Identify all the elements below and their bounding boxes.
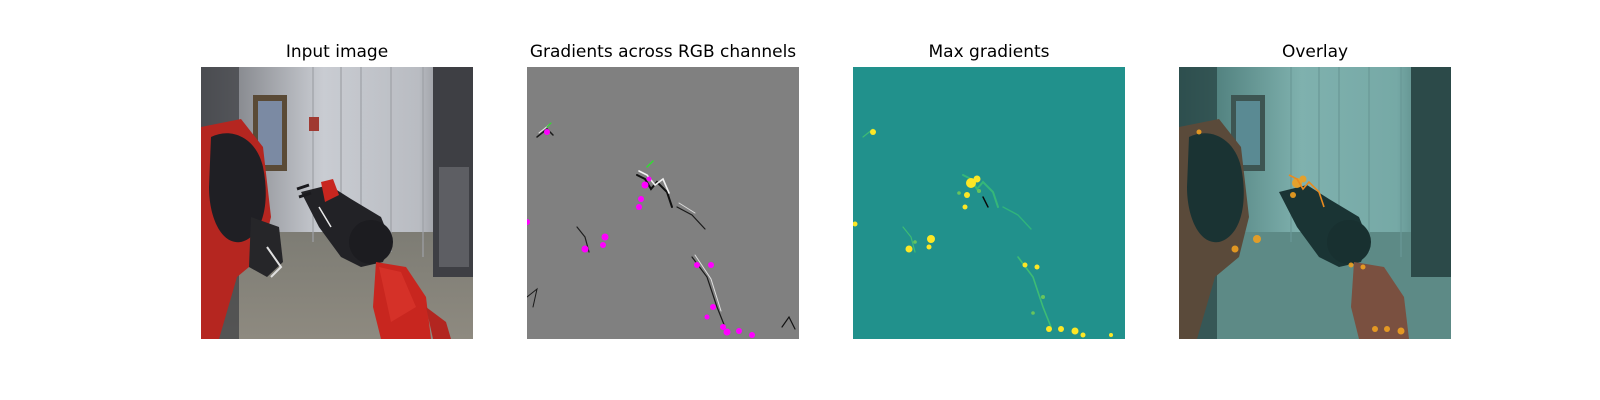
max-gradients-image — [853, 67, 1125, 339]
panel-title-rgb-gradients: Gradients across RGB channels — [529, 42, 797, 62]
panel-title-overlay: Overlay — [1281, 42, 1349, 62]
input-image — [201, 67, 473, 339]
rgb-gradients-image — [527, 67, 799, 339]
panel-title-input-image: Input image — [285, 42, 389, 62]
overlay-image — [1179, 67, 1451, 339]
panel-title-max-gradients: Max gradients — [928, 42, 1050, 62]
